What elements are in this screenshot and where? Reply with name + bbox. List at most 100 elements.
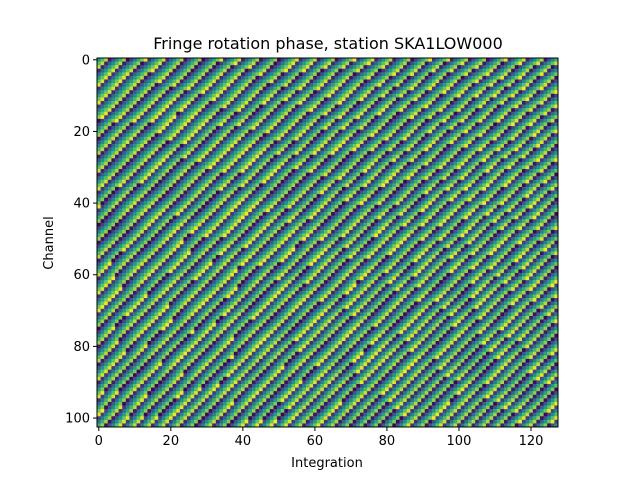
heatmap-cell: [525, 58, 530, 62]
heatmap-cell: [147, 172, 152, 177]
heatmap-cell: [539, 143, 544, 148]
heatmap-cell: [518, 61, 523, 66]
heatmap-cell: [446, 118, 451, 123]
heatmap-cell: [349, 108, 354, 113]
heatmap-cell: [431, 183, 436, 188]
heatmap-cell: [309, 75, 314, 80]
heatmap-cell: [503, 165, 508, 170]
heatmap-cell: [460, 118, 465, 123]
heatmap-cell: [143, 72, 148, 77]
heatmap-cell: [442, 75, 447, 80]
heatmap-cell: [439, 115, 444, 120]
heatmap-cell: [327, 72, 332, 77]
heatmap-cell: [323, 186, 328, 191]
heatmap-cell: [115, 190, 119, 195]
heatmap-cell: [115, 143, 119, 148]
heatmap-cell: [125, 194, 130, 199]
heatmap-cell: [316, 176, 321, 181]
heatmap-cell: [313, 115, 318, 120]
heatmap-cell: [464, 97, 469, 102]
heatmap-cell: [356, 118, 361, 123]
heatmap-cell: [183, 93, 188, 98]
heatmap-cell: [259, 68, 264, 73]
heatmap-cell: [165, 151, 170, 156]
heatmap-cell: [323, 154, 328, 159]
heatmap-cell: [554, 194, 559, 199]
heatmap-cell: [140, 75, 145, 80]
heatmap-cell: [370, 75, 375, 80]
heatmap-cell: [395, 186, 400, 191]
heatmap-cell: [284, 147, 289, 152]
heatmap-cell: [230, 186, 235, 191]
heatmap-cell: [172, 90, 177, 95]
heatmap-cell: [205, 65, 209, 70]
heatmap-cell: [536, 169, 541, 173]
heatmap-cell: [273, 111, 278, 116]
heatmap-cell: [349, 61, 354, 66]
heatmap-cell: [179, 140, 184, 145]
heatmap-cell: [518, 136, 523, 141]
heatmap-cell: [291, 68, 296, 73]
heatmap-cell: [381, 161, 386, 166]
heatmap-cell: [147, 129, 152, 134]
heatmap-cell: [244, 133, 249, 138]
heatmap-cell: [323, 65, 328, 70]
heatmap-cell: [453, 161, 458, 166]
heatmap-cell: [485, 190, 490, 195]
heatmap-cell: [489, 111, 494, 116]
heatmap-cell: [543, 90, 548, 95]
heatmap-cell: [489, 72, 494, 77]
heatmap-cell: [464, 151, 469, 156]
heatmap-cell: [115, 186, 119, 191]
heatmap-cell: [446, 97, 451, 102]
heatmap-cell: [205, 183, 209, 188]
heatmap-cell: [341, 165, 346, 170]
heatmap-cell: [122, 65, 127, 70]
heatmap-cell: [133, 104, 137, 109]
heatmap-cell: [341, 108, 346, 113]
heatmap-cell: [262, 154, 267, 159]
heatmap-cell: [287, 79, 292, 84]
heatmap-cell: [503, 169, 508, 173]
heatmap-cell: [341, 133, 346, 138]
heatmap-cell: [496, 140, 501, 145]
heatmap-cell: [493, 186, 498, 191]
heatmap-cell: [295, 90, 300, 95]
heatmap-cell: [316, 122, 321, 127]
heatmap-cell: [543, 154, 548, 159]
heatmap-cell: [266, 111, 271, 116]
heatmap-cell: [514, 75, 519, 80]
heatmap-cell: [550, 79, 555, 84]
heatmap-cell: [550, 122, 555, 127]
heatmap-cell: [147, 161, 152, 166]
heatmap-cell: [485, 61, 490, 66]
heatmap-cell: [107, 165, 112, 170]
heatmap-cell: [151, 151, 155, 156]
heatmap-cell: [208, 75, 213, 80]
heatmap-cell: [259, 75, 264, 80]
heatmap-cell: [406, 129, 411, 134]
heatmap-cell: [478, 118, 483, 123]
heatmap-cell: [172, 86, 177, 91]
heatmap-cell: [478, 172, 483, 177]
heatmap-cell: [334, 97, 339, 102]
heatmap-cell: [208, 172, 213, 177]
heatmap-cell: [259, 183, 264, 188]
heatmap-cell: [111, 122, 116, 127]
heatmap-cell: [439, 133, 444, 138]
heatmap-cell: [309, 72, 314, 77]
heatmap-cell: [316, 93, 321, 98]
heatmap-cell: [125, 147, 130, 152]
heatmap-cell: [500, 186, 505, 191]
heatmap-cell: [179, 83, 184, 88]
heatmap-cell: [151, 93, 155, 98]
heatmap-cell: [550, 75, 555, 80]
heatmap-cell: [543, 108, 548, 113]
heatmap-cell: [309, 186, 314, 191]
heatmap-cell: [449, 97, 454, 102]
heatmap-cell: [233, 136, 238, 141]
heatmap-cell: [115, 172, 119, 177]
heatmap-cell: [406, 147, 411, 152]
heatmap-cell: [431, 154, 436, 159]
heatmap-cell: [367, 140, 372, 145]
